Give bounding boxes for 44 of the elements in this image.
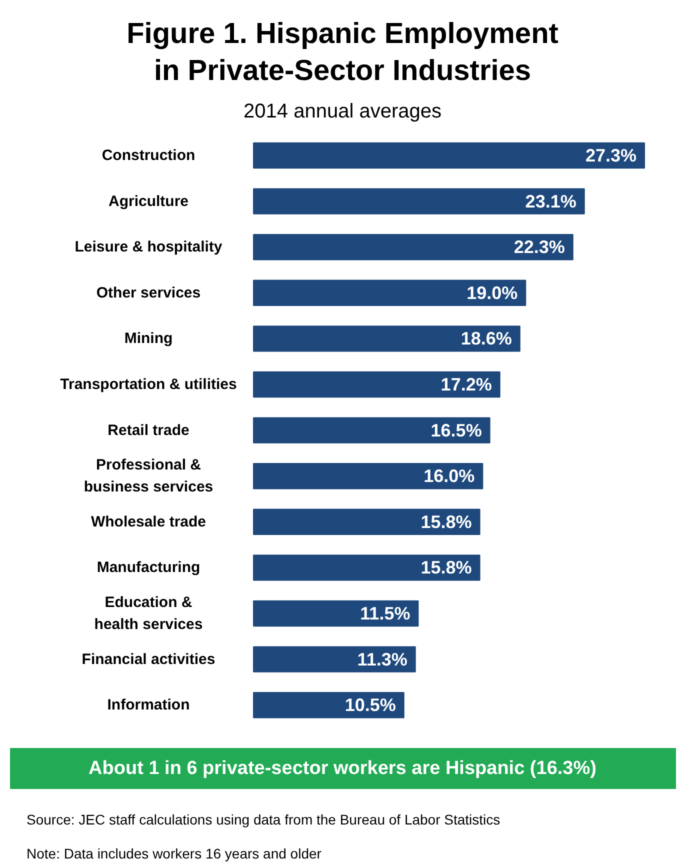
data-label: 16.5% [430,420,482,440]
chart-title: Figure 1. Hispanic Employment in Private-Sector Industries [126,18,559,87]
bar [253,326,520,352]
bar [253,646,416,672]
bar [253,600,419,627]
bar [253,280,526,306]
data-label: 22.3% [514,237,565,258]
bar [253,142,645,169]
bar [253,692,404,718]
y-tick-label: Transportation & utilities [60,376,237,393]
bar [253,234,574,260]
y-tick-label: Leisure & hospitality [74,238,223,256]
y-tick-label: Financial activities [82,650,216,668]
data-label: 15.8% [420,512,472,532]
y-tick-label: Education & health services [94,594,203,634]
text: About 1 in 6 private-sector workers are Hispanic (16.3%) [88,758,596,779]
y-tick-label: Construction [102,147,196,164]
bar [253,188,585,214]
bar [253,508,480,535]
data-label: 19.0% [466,282,518,303]
data-label: 23.1% [525,191,576,212]
bar [253,554,480,581]
y-tick-label: Retail trade [108,422,190,439]
bar [253,463,484,490]
data-label: 11.5% [360,604,410,624]
data-label: 10.5% [344,695,396,716]
data-label: 11.3% [357,649,408,670]
y-tick-label: Mining [124,330,173,348]
y-tick-label: Manufacturing [96,559,200,576]
y-tick-label: Professional & business services [84,456,214,496]
y-tick-label: Wholesale trade [90,513,206,530]
data-label: 27.3% [585,146,637,166]
bar [253,371,500,398]
text: Note: Data includes workers 16 years and older [26,846,322,862]
data-label: 16.0% [424,466,475,486]
y-tick-label: Information [107,696,190,714]
y-tick-label: Agriculture [108,192,189,210]
bar [253,417,490,444]
chart-subtitle: 2014 annual averages [244,100,442,122]
data-label: 15.8% [420,558,472,578]
y-tick-label: Other services [96,284,201,302]
data-label: 18.6% [460,328,512,349]
source-note: Source: JEC staff calculations using data from the Bureau of Labor Statistics [26,812,500,828]
data-label: 17.2% [440,374,492,394]
